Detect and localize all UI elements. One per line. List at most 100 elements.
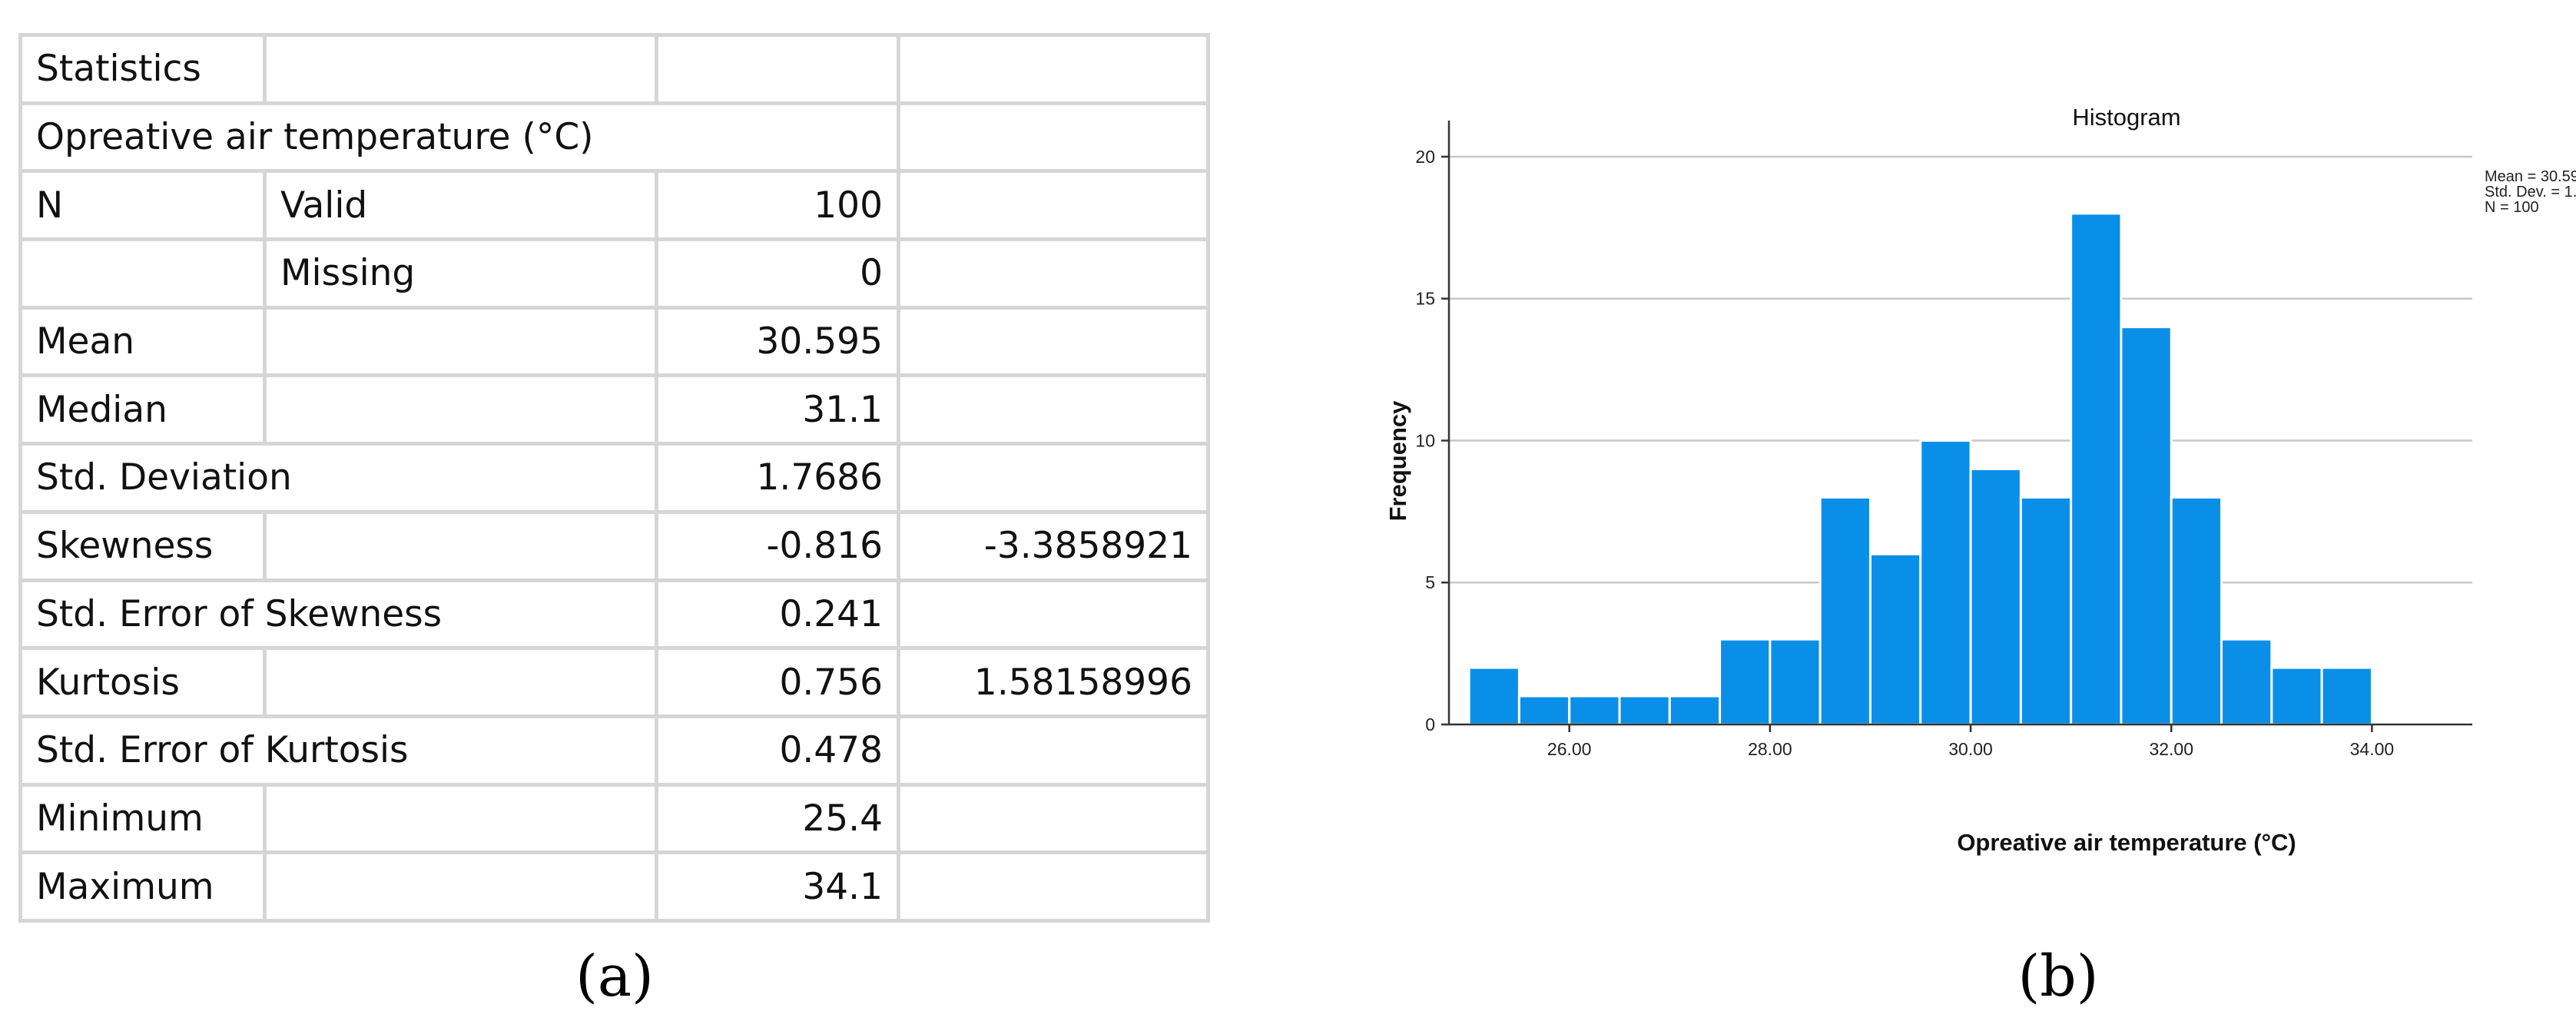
table-row: Std. Error of Kurtosis 0.478 — [18, 714, 1210, 787]
histogram-bar — [1969, 467, 2022, 726]
histogram-bar — [1919, 439, 1972, 726]
y-tick-label: 20 — [1415, 147, 1435, 167]
table-cell: 1.58158996 — [897, 646, 1210, 718]
table-cell: -3.3858921 — [897, 509, 1210, 582]
histogram-bar — [2120, 326, 2173, 726]
table-cell — [897, 578, 1210, 651]
table-cell — [263, 850, 658, 923]
table-cell: 30.595 — [655, 305, 900, 378]
table-row: Std. Deviation 1.7686 — [18, 442, 1210, 514]
table-cell: Maximum — [18, 850, 267, 923]
panel-label-b: (b) — [2017, 943, 2099, 1009]
table-cell — [263, 305, 658, 378]
histogram-bars — [1467, 212, 2373, 726]
table-row: N Valid 100 — [18, 169, 1210, 242]
legend-line: Mean = 30.59 — [2485, 168, 2576, 185]
table-cell — [897, 714, 1210, 787]
table-cell: 25.4 — [655, 782, 900, 855]
table-cell: Std. Error of Skewness — [18, 578, 658, 651]
table-row: Maximum 34.1 — [18, 850, 1210, 923]
table-cell: Std. Deviation — [18, 442, 658, 514]
table-cell: 31.1 — [655, 373, 900, 446]
histogram-bar — [2070, 212, 2123, 726]
table-cell — [897, 442, 1210, 514]
table-cell — [897, 782, 1210, 855]
table-cell: Std. Error of Kurtosis — [18, 714, 658, 787]
table-cell — [897, 33, 1210, 105]
table-cell: Kurtosis — [18, 646, 267, 718]
table-cell — [897, 169, 1210, 242]
table-row: Minimum 25.4 — [18, 782, 1210, 855]
table-cell: 0.478 — [655, 714, 900, 787]
table-cell: Statistics — [18, 33, 267, 105]
table-cell — [897, 101, 1210, 174]
histogram-bar — [2270, 666, 2323, 726]
table-cell — [263, 782, 658, 855]
histogram-bar — [2220, 638, 2273, 726]
histogram-bar — [2019, 496, 2073, 726]
table-cell — [897, 305, 1210, 378]
y-tick-label: 0 — [1425, 714, 1435, 734]
table-cell: 34.1 — [655, 850, 900, 923]
y-tick-label: 15 — [1415, 289, 1435, 309]
table-cell — [263, 509, 658, 582]
table-cell: 0.241 — [655, 578, 900, 651]
table-cell — [897, 373, 1210, 446]
x-tick-label: 32.00 — [2149, 739, 2193, 759]
table-cell: N — [18, 169, 267, 242]
y-tick-label: 5 — [1425, 572, 1435, 592]
table-row: Statistics — [18, 33, 1210, 105]
table-cell — [263, 33, 658, 105]
panel-label-a: (a) — [575, 943, 654, 1009]
table-cell: Opreative air temperature (°C) — [18, 101, 900, 174]
statistics-table: Statistics Opreative air temperature (°C)… — [18, 33, 1210, 923]
histogram-bar — [1818, 496, 1871, 726]
table-row: Std. Error of Skewness 0.241 — [18, 578, 1210, 651]
table-row: Kurtosis 0.756 1.58158996 — [18, 646, 1210, 718]
x-tick-label: 28.00 — [1748, 739, 1792, 759]
legend-line: N = 100 — [2485, 199, 2539, 216]
table-row: Opreative air temperature (°C) — [18, 101, 1210, 174]
table-cell: Valid — [263, 169, 658, 242]
table-row: Missing 0 — [18, 237, 1210, 310]
x-tick-label: 30.00 — [1948, 739, 1993, 759]
histogram-bar — [2170, 496, 2223, 726]
y-axis-title: Frequency — [1384, 400, 1411, 522]
histogram-bar — [1868, 552, 1922, 726]
table-row: Skewness -0.816 -3.3858921 — [18, 509, 1210, 582]
histogram-bar — [1568, 695, 1621, 726]
table-row: Median 31.1 — [18, 373, 1210, 446]
table-cell: Mean — [18, 305, 267, 378]
table-cell — [18, 237, 267, 310]
table-cell: 0.756 — [655, 646, 900, 718]
histogram-bar — [2320, 666, 2373, 726]
y-tick-label: 10 — [1415, 430, 1435, 450]
table-cell: Minimum — [18, 782, 267, 855]
table-cell — [897, 850, 1210, 923]
histogram-bar — [1467, 666, 1520, 726]
table-cell: 100 — [655, 169, 900, 242]
x-axis-title: Opreative air temperature (°C) — [1957, 829, 2296, 856]
histogram-bar — [1618, 695, 1671, 726]
chart-title: Histogram — [2072, 104, 2180, 131]
histogram-chart: Histogram 0 5 10 15 20 26.00 28.00 30.00 32.00 34… — [1384, 104, 2576, 856]
table-row: Mean 30.595 — [18, 305, 1210, 378]
histogram-bar — [1517, 695, 1571, 726]
table-cell: Median — [18, 373, 267, 446]
table-cell: Skewness — [18, 509, 267, 582]
axes: 0 5 10 15 20 26.00 28.00 30.00 32.00 34.00 — [1415, 121, 2472, 759]
histogram-bar — [1668, 695, 1722, 726]
table-cell — [655, 33, 900, 105]
histogram-bar — [1719, 638, 1772, 726]
table-cell: -0.816 — [655, 509, 900, 582]
x-tick-label: 26.00 — [1547, 739, 1592, 759]
table-cell: 0 — [655, 237, 900, 310]
table-cell: 1.7686 — [655, 442, 900, 514]
x-tick-label: 34.00 — [2350, 739, 2395, 759]
table-cell: Missing — [263, 237, 658, 310]
legend-line: Std. Dev. = 1.769 — [2485, 184, 2576, 201]
table-cell — [263, 373, 658, 446]
table-cell — [897, 237, 1210, 310]
table-cell — [263, 646, 658, 718]
